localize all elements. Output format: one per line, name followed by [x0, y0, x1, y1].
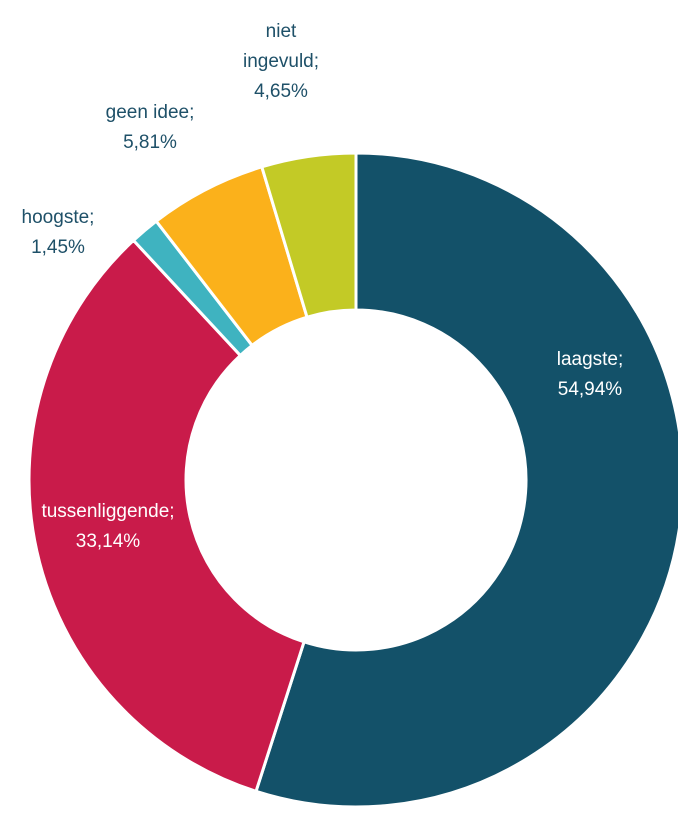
category-label: hoogste;	[21, 207, 95, 228]
category-label: tussenliggende;	[41, 501, 175, 522]
category-label: geen idee;	[105, 102, 195, 123]
category-label: niet ingevuld;	[242, 21, 320, 72]
category-label: laagste;	[556, 349, 624, 370]
donut-slice	[259, 151, 358, 320]
slice-label: niet ingevuld; 4,65%	[231, 17, 331, 107]
slice-label: geen idee; 5,81%	[70, 98, 230, 158]
value-label: 5,81%	[123, 132, 177, 153]
slice-label: tussenliggende; 33,14%	[8, 497, 208, 557]
slice-label: laagste; 54,94%	[510, 345, 670, 405]
value-label: 54,94%	[557, 379, 623, 400]
value-label: 4,65%	[254, 81, 308, 102]
donut-slice	[254, 151, 678, 809]
slice-label: hoogste; 1,45%	[0, 203, 118, 263]
donut-slice	[27, 238, 306, 794]
value-label: 33,14%	[75, 531, 141, 552]
value-label: 1,45%	[31, 237, 85, 258]
